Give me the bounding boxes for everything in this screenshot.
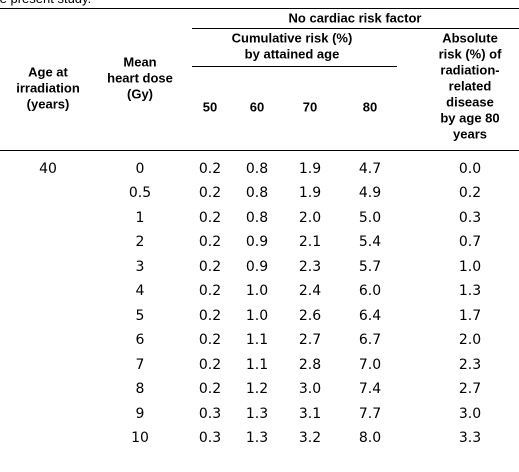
absolute-header: disease bbox=[446, 94, 494, 110]
top-rule bbox=[0, 8, 519, 9]
dose-header: heart dose bbox=[107, 70, 173, 86]
cumulative-cell: 2.4 bbox=[298, 283, 322, 300]
group-header: No cardiac risk factor bbox=[288, 10, 422, 26]
cumulative-cell: 0.2 bbox=[198, 209, 222, 226]
dose-cell: 0.5 bbox=[128, 185, 152, 202]
absolute-cell: 2.0 bbox=[458, 332, 482, 349]
dose-cell: 0 bbox=[135, 161, 145, 177]
age-cell: 40 bbox=[39, 161, 57, 177]
cumulative-cell: 1.1 bbox=[245, 356, 269, 373]
cumulative-cell: 1.9 bbox=[298, 185, 322, 202]
absolute-header: related bbox=[448, 78, 492, 94]
cumulative-cell: 1.0 bbox=[245, 307, 269, 324]
cumulative-cell: 6.0 bbox=[358, 283, 382, 300]
absolute-header: Absolute bbox=[442, 30, 498, 46]
cumulative-cell: 0.2 bbox=[198, 332, 222, 349]
cumulative-cell: 2.7 bbox=[298, 332, 322, 349]
cumulative-cell: 0.2 bbox=[198, 234, 222, 251]
dose-cell: 1 bbox=[135, 209, 145, 226]
cumulative-cell: 1.2 bbox=[245, 381, 269, 398]
cumulative-cell: 0.2 bbox=[198, 356, 222, 373]
cumulative-cell: 0.3 bbox=[198, 405, 222, 422]
cumulative-cell: 7.0 bbox=[358, 356, 382, 373]
absolute-cell: 3.3 bbox=[458, 429, 482, 446]
cumulative-rule bbox=[192, 66, 397, 67]
dose-cell: 6 bbox=[135, 332, 145, 349]
dose-cell: 3 bbox=[135, 258, 145, 275]
cumulative-cell: 2.8 bbox=[298, 356, 322, 373]
absolute-cell: 0.0 bbox=[458, 161, 482, 177]
cumulative-cell: 0.9 bbox=[245, 234, 269, 251]
absolute-cell: 1.3 bbox=[458, 283, 482, 300]
absolute-cell: 0.7 bbox=[458, 234, 482, 251]
age-header: irradiation bbox=[16, 80, 80, 96]
cumulative-cell: 6.4 bbox=[358, 307, 382, 324]
absolute-cell: 1.7 bbox=[458, 307, 482, 324]
absolute-header: years bbox=[453, 126, 487, 142]
absolute-header: radiation- bbox=[440, 62, 500, 78]
cumulative-cell: 2.3 bbox=[298, 258, 322, 275]
cumulative-cell: 1.9 bbox=[298, 161, 322, 177]
age-header: (years) bbox=[26, 96, 70, 112]
cumulative-cell: 0.2 bbox=[198, 258, 222, 275]
cumulative-cell: 7.7 bbox=[358, 405, 382, 422]
dose-cell: 8 bbox=[135, 381, 145, 398]
absolute-cell: 0.2 bbox=[458, 185, 482, 202]
attained-age: 50 bbox=[202, 99, 218, 115]
cumulative-cell: 2.6 bbox=[298, 307, 322, 324]
cumulative-cell: 3.0 bbox=[298, 381, 322, 398]
cumulative-cell: 2.1 bbox=[298, 234, 322, 251]
attained-age: 80 bbox=[362, 99, 378, 115]
dose-header: Mean bbox=[123, 54, 157, 70]
absolute-cell: 2.3 bbox=[458, 356, 482, 373]
caption-fragment: the present study. bbox=[0, 0, 91, 6]
cumulative-cell: 0.2 bbox=[198, 283, 222, 300]
cumulative-cell: 0.2 bbox=[198, 381, 222, 398]
cumulative-cell: 1.1 bbox=[245, 332, 269, 349]
absolute-cell: 2.7 bbox=[458, 381, 482, 398]
header-rule bbox=[0, 150, 519, 151]
cumulative-cell: 0.8 bbox=[245, 161, 269, 177]
cumulative-cell: 1.3 bbox=[245, 405, 269, 422]
cumulative-cell: 0.8 bbox=[245, 185, 269, 202]
cumulative-cell: 3.1 bbox=[298, 405, 322, 422]
cumulative-cell: 0.2 bbox=[198, 185, 222, 202]
cumulative-cell: 6.7 bbox=[358, 332, 382, 349]
dose-cell: 5 bbox=[135, 307, 145, 324]
cumulative-header: Cumulative risk (%) bbox=[231, 30, 353, 46]
cumulative-cell: 3.2 bbox=[298, 429, 322, 446]
cumulative-cell: 0.9 bbox=[245, 258, 269, 275]
absolute-header: by age 80 bbox=[440, 110, 500, 126]
cumulative-cell: 4.7 bbox=[358, 161, 382, 177]
cumulative-cell: 1.3 bbox=[245, 429, 269, 446]
cumulative-cell: 1.0 bbox=[245, 283, 269, 300]
group-rule bbox=[192, 28, 519, 29]
age-header: Age at bbox=[28, 64, 68, 80]
cumulative-cell: 5.4 bbox=[358, 234, 382, 251]
cumulative-cell: 0.2 bbox=[198, 161, 222, 177]
cumulative-cell: 0.2 bbox=[198, 307, 222, 324]
cumulative-cell: 0.3 bbox=[198, 429, 222, 446]
cumulative-header: by attained age bbox=[244, 46, 340, 62]
absolute-cell: 0.3 bbox=[458, 209, 482, 226]
dose-cell: 10 bbox=[131, 429, 149, 446]
dose-cell: 9 bbox=[135, 405, 145, 422]
absolute-cell: 3.0 bbox=[458, 405, 482, 422]
cumulative-cell: 4.9 bbox=[358, 185, 382, 202]
dose-cell: 7 bbox=[135, 356, 145, 373]
attained-age: 70 bbox=[302, 99, 318, 115]
cumulative-cell: 2.0 bbox=[298, 209, 322, 226]
absolute-cell: 1.0 bbox=[458, 258, 482, 275]
dose-cell: 2 bbox=[135, 234, 145, 251]
cumulative-cell: 5.0 bbox=[358, 209, 382, 226]
dose-header: (Gy) bbox=[127, 86, 153, 102]
cumulative-cell: 8.0 bbox=[358, 429, 382, 446]
attained-age: 60 bbox=[249, 99, 265, 115]
cumulative-cell: 5.7 bbox=[358, 258, 382, 275]
dose-cell: 4 bbox=[135, 283, 145, 300]
absolute-header: risk (%) of bbox=[438, 46, 502, 62]
cumulative-cell: 0.8 bbox=[245, 209, 269, 226]
cumulative-cell: 7.4 bbox=[358, 381, 382, 398]
